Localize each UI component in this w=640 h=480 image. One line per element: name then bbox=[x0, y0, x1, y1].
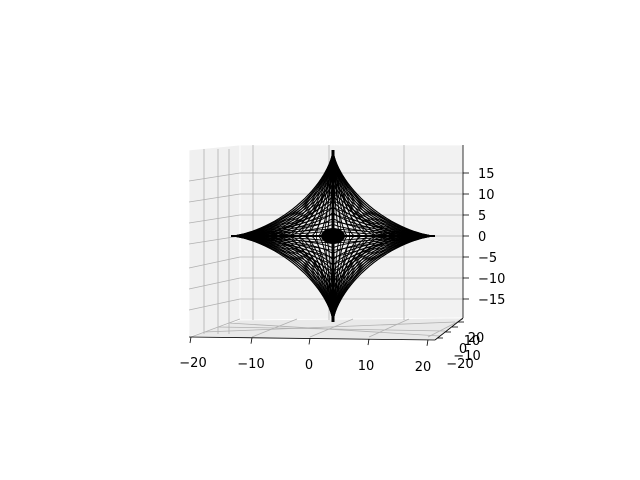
surface-curve-x-3 bbox=[252, 150, 414, 322]
x-tick-label-2: 0 bbox=[305, 358, 313, 373]
grid-line-z-left-1 bbox=[188, 277, 241, 290]
z-tick-label-3: 0 bbox=[478, 230, 486, 245]
x-tick-1 bbox=[250, 337, 253, 344]
surface-horizontal-spine bbox=[231, 235, 435, 237]
tick-marks bbox=[189, 172, 469, 346]
surface-curve-x-8 bbox=[289, 150, 377, 322]
x-tick-3 bbox=[367, 339, 370, 346]
surface-curve-x-2 bbox=[245, 150, 421, 322]
z-tick-label-1: −10 bbox=[478, 272, 505, 287]
y-tick-label-2: 0 bbox=[459, 342, 467, 357]
grid-line-y-floor-2 bbox=[228, 322, 441, 337]
grid-line-x-floor-0 bbox=[190, 318, 241, 338]
z-tick-label-4: 5 bbox=[478, 209, 486, 224]
grid-line-z-left-5 bbox=[188, 193, 241, 203]
grid-line-y-floor-0 bbox=[203, 321, 456, 333]
ruling-c-11 bbox=[239, 235, 334, 244]
surface-curve-x-7 bbox=[282, 150, 384, 322]
ruling-d-10 bbox=[332, 235, 419, 251]
surface-curve-x-6 bbox=[274, 150, 392, 322]
z-tick-label-0: −15 bbox=[478, 293, 505, 308]
grid-line-z-left-4 bbox=[188, 214, 241, 224]
grid-line-z-left-2 bbox=[188, 256, 241, 269]
z-tick-label-6: 15 bbox=[478, 167, 495, 182]
y-tick-label-1: −10 bbox=[453, 349, 480, 364]
surface-curve-z-2 bbox=[231, 162, 435, 310]
ruling-a-11 bbox=[239, 228, 334, 237]
grid-line-x-floor-2 bbox=[309, 318, 354, 338]
z-tick-label-2: −5 bbox=[478, 251, 497, 266]
surface-curve-x-5 bbox=[267, 150, 399, 322]
surface-curve-z-0 bbox=[231, 150, 435, 322]
wireframe-surface bbox=[231, 150, 435, 322]
ruling-b-11 bbox=[332, 228, 427, 237]
y-tick-label-3: 10 bbox=[464, 334, 481, 349]
ruling-c-10 bbox=[247, 235, 334, 251]
x-tick-label-0: −20 bbox=[179, 356, 206, 371]
grid-line-x-floor-4 bbox=[427, 318, 464, 338]
surface-curve-x-4 bbox=[260, 150, 406, 322]
x-tick-4 bbox=[426, 339, 429, 346]
grid-line-z-left-0 bbox=[188, 298, 241, 311]
ruling-a-10 bbox=[247, 221, 334, 237]
x-tick-2 bbox=[308, 338, 311, 345]
surface-curve-x-1 bbox=[238, 150, 428, 322]
surface-curve-z-12 bbox=[231, 223, 435, 249]
z-tick-label-5: 10 bbox=[478, 188, 495, 203]
x-tick-label-3: 10 bbox=[358, 359, 375, 374]
x-axis-line bbox=[188, 336, 436, 341]
grid-line-z-left-6 bbox=[188, 172, 241, 182]
ruling-d-11 bbox=[332, 235, 427, 244]
grid-line-x-floor-3 bbox=[368, 318, 410, 338]
surface-curve-z-9 bbox=[231, 205, 435, 267]
y-tick-label-4: 20 bbox=[468, 331, 485, 346]
surface-curve-z-10 bbox=[231, 211, 435, 261]
grid-line-z-left-3 bbox=[188, 235, 241, 245]
x-tick-0 bbox=[189, 336, 192, 344]
ruling-b-10 bbox=[332, 221, 419, 237]
x-tick-label-1: −10 bbox=[237, 357, 264, 372]
surface-curve-x-9 bbox=[296, 150, 370, 322]
x-tick-label-4: 20 bbox=[415, 360, 432, 375]
y-tick-label-0: −20 bbox=[446, 357, 473, 372]
